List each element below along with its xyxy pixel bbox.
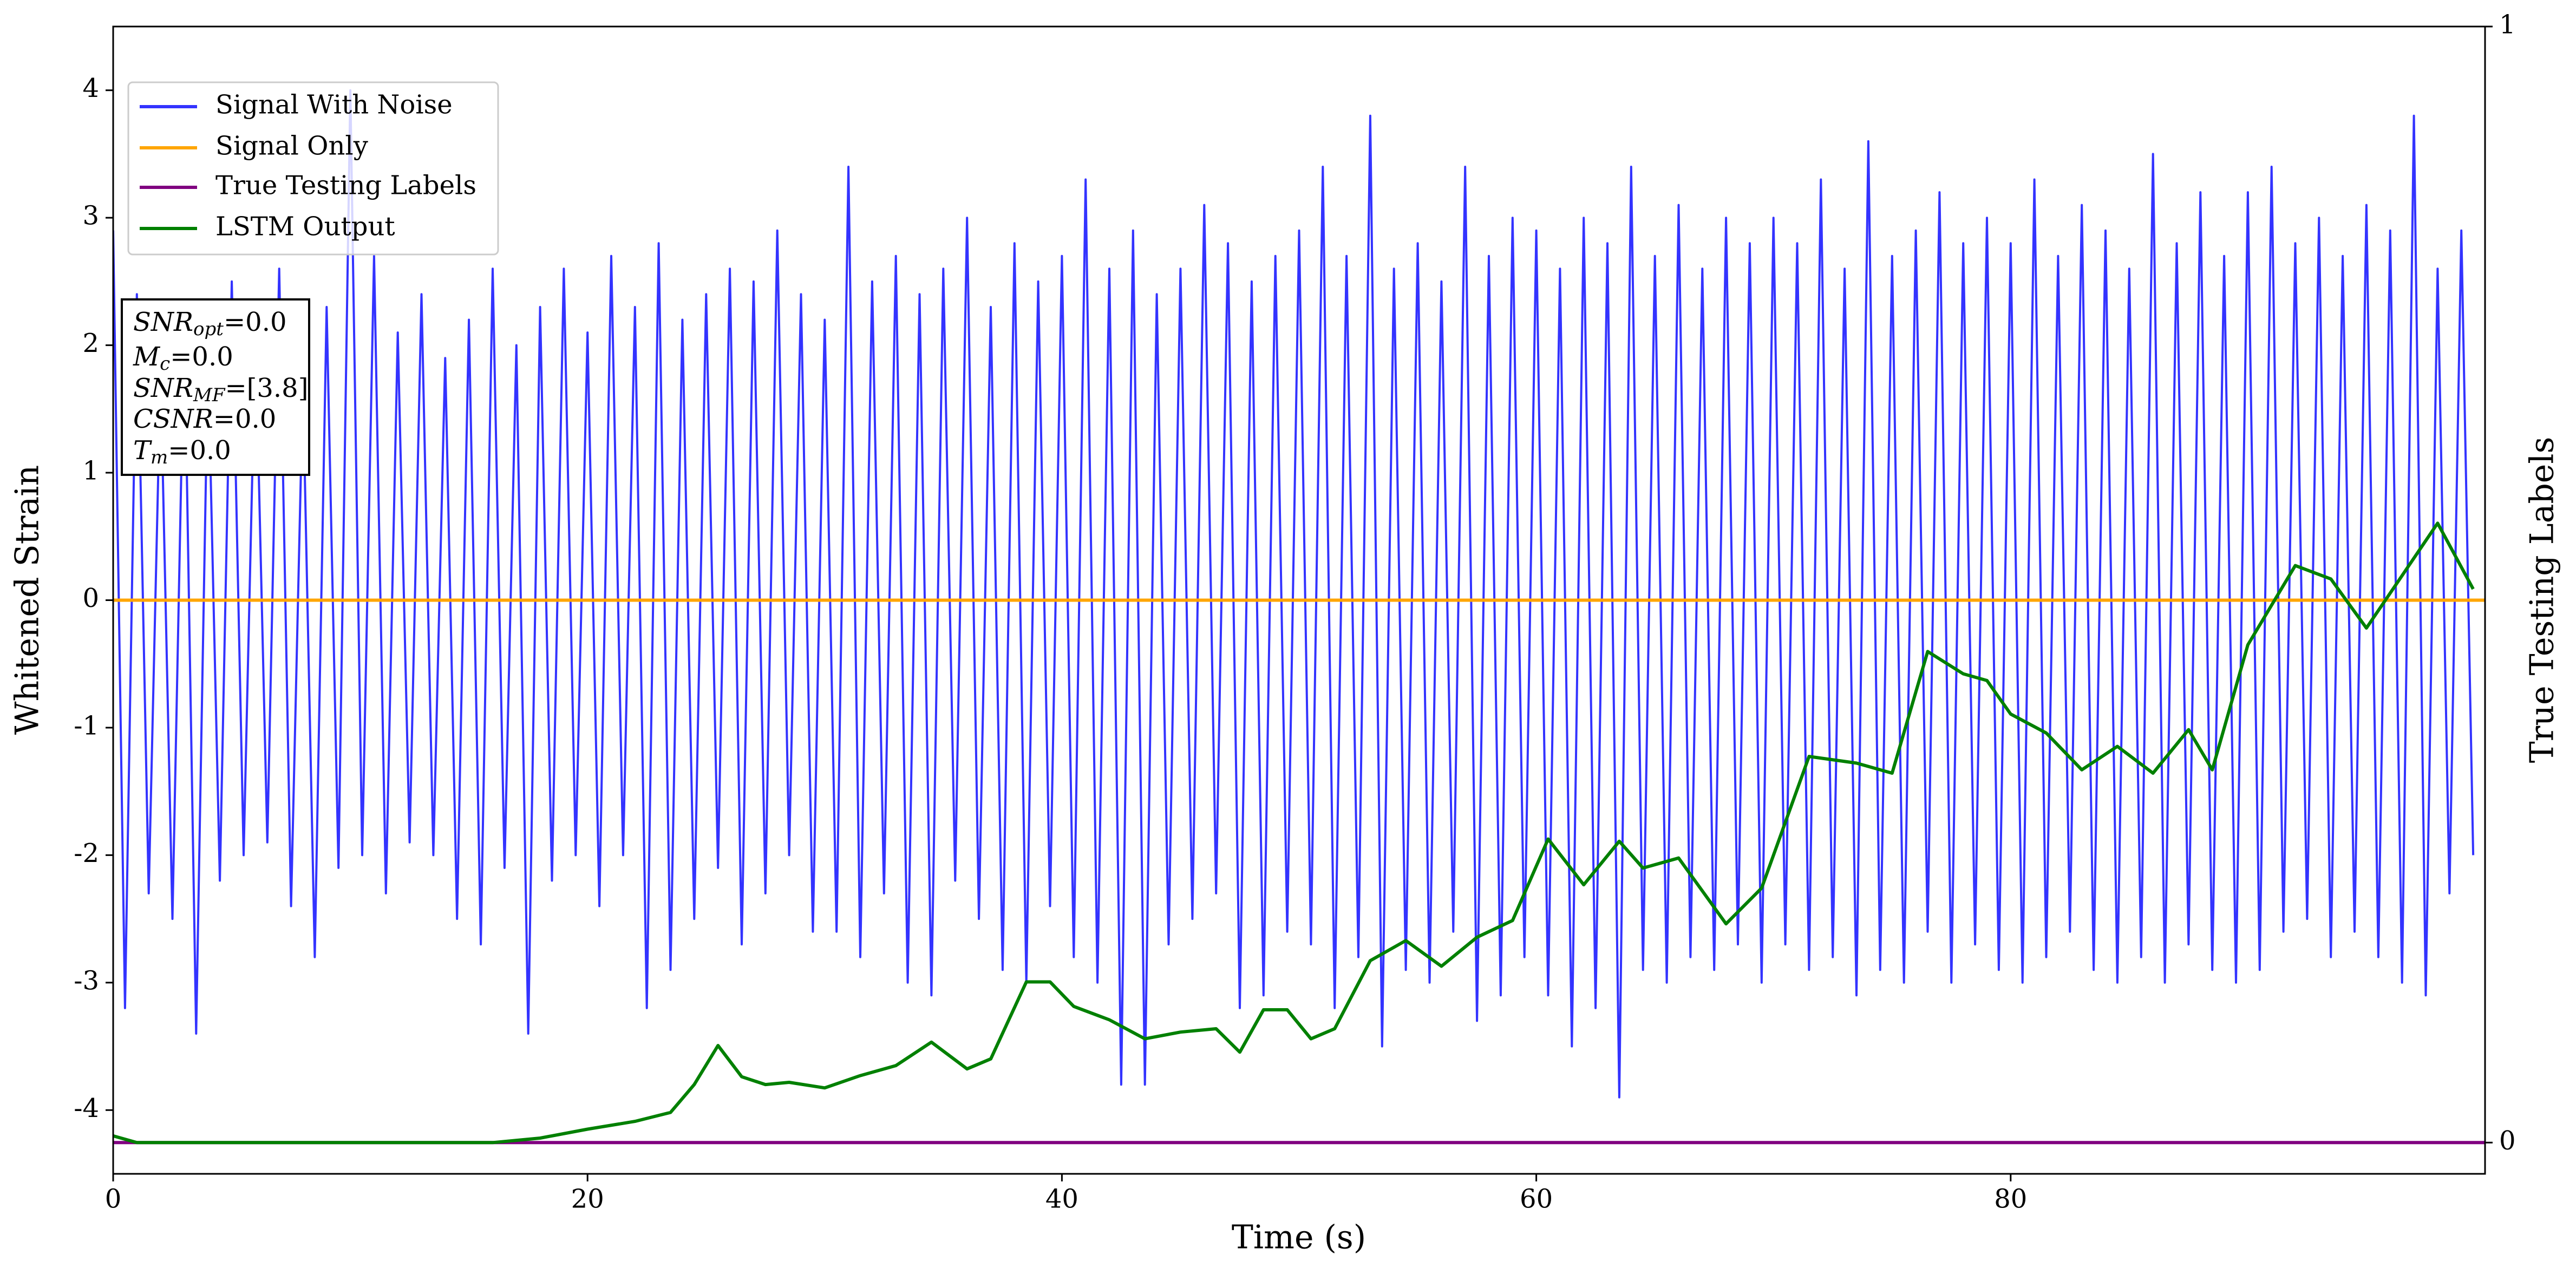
y-tick-label: -1 [74,710,99,741]
annotation-main: SNR [133,373,193,403]
annotation-rest: =0.0 [213,404,277,434]
annotation-rest: =0.0 [224,307,287,337]
annotation-line: Mc=0.0 [133,342,233,375]
annotation-main: T [133,435,152,466]
x-tick-label: 60 [1520,1184,1553,1214]
annotation-line: SNRMF=[3.8] [133,373,308,407]
x-axis-label: Time (s) [1232,1219,1366,1257]
annotation-sub: c [160,353,170,375]
annotation-main: SNR [133,307,193,337]
annotation-line: SNRopt=0.0 [133,307,287,341]
y2-axis-label: True Testing Labels [2523,437,2561,763]
annotation-line: CSNR=0.0 [133,404,276,434]
annotation-rest: =0.0 [170,342,233,372]
annotation-sub: opt [193,318,224,340]
y-axis-label: Whitened Strain [9,465,47,735]
y-tick-label: 4 [82,73,99,103]
annotation-sub: m [151,447,168,468]
y-tick-label: -3 [74,965,99,996]
plot-area [113,89,2485,1145]
legend-box [127,81,499,256]
annotation-line: Tm=0.0 [133,435,231,469]
y-tick-label: 2 [82,328,99,358]
y-tick-label: 3 [82,201,99,231]
y-tick-label: 1 [82,456,99,486]
legend-label: Signal Only [215,131,368,161]
annotation-sub: MF [193,384,226,406]
annotation-main: CSNR [133,404,213,434]
y-tick-label: -2 [74,838,99,868]
annotation-rest: =[3.8] [225,373,308,403]
legend-label: LSTM Output [215,212,395,242]
y2-tick-label: 1 [2499,10,2516,40]
annotation-frame [121,298,310,476]
annotation-rest: =0.0 [168,435,231,466]
x-tick-label: 0 [105,1184,122,1214]
annotation-main: M [133,342,161,372]
y-tick-label: 0 [82,583,99,613]
x-tick-label: 40 [1045,1184,1078,1214]
y-tick-label: -4 [74,1093,99,1123]
y2-tick-label: 0 [2499,1126,2516,1156]
annotation-box: SNRopt=0.0Mc=0.0SNRMF=[3.8]CSNR=0.0Tm=0.… [121,298,310,476]
x-tick-label: 20 [571,1184,604,1214]
legend-label: True Testing Labels [215,171,476,201]
series-line [113,521,2475,1145]
x-tick-label: 80 [1994,1184,2027,1214]
series-line [113,89,2475,1099]
legend-label: Signal With Noise [215,90,453,120]
legend: Signal With Noise Signal Only True Testing… [127,81,499,256]
